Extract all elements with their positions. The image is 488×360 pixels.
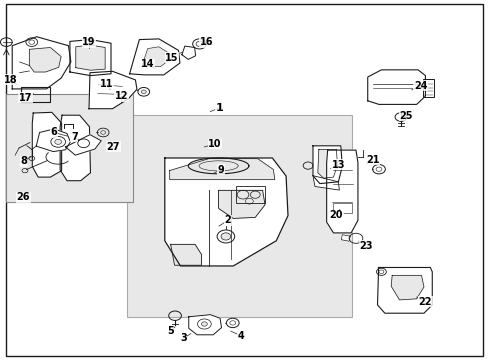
Polygon shape [142, 47, 170, 67]
Polygon shape [341, 235, 349, 241]
Text: 8: 8 [20, 156, 27, 166]
Bar [235, 186, 264, 203]
Polygon shape [182, 46, 195, 59]
Text: 20: 20 [329, 210, 343, 220]
Text: 15: 15 [165, 53, 179, 63]
Circle shape [201, 322, 207, 326]
Text: 14: 14 [141, 59, 154, 69]
Text: 4: 4 [237, 330, 244, 341]
Polygon shape [326, 150, 357, 233]
Polygon shape [65, 135, 101, 155]
Polygon shape [169, 159, 274, 180]
Text: 17: 17 [19, 93, 32, 103]
Polygon shape [29, 48, 61, 72]
Polygon shape [218, 190, 264, 219]
Polygon shape [367, 70, 425, 104]
Circle shape [221, 233, 230, 240]
Bar [6, 94, 133, 202]
Text: 13: 13 [331, 160, 345, 170]
Text: 16: 16 [199, 37, 213, 48]
Polygon shape [312, 146, 342, 184]
Polygon shape [70, 40, 111, 76]
Bar [333, 203, 351, 213]
Text: 12: 12 [114, 91, 128, 102]
Text: 26: 26 [17, 192, 30, 202]
Text: 22: 22 [418, 297, 431, 307]
Circle shape [141, 90, 146, 94]
Polygon shape [89, 71, 137, 109]
Text: 24: 24 [413, 81, 427, 91]
Text: 5: 5 [166, 326, 173, 336]
Polygon shape [60, 115, 90, 181]
Text: 2: 2 [224, 215, 231, 225]
Polygon shape [12, 37, 71, 89]
Text: 3: 3 [180, 333, 186, 343]
Text: 9: 9 [217, 165, 224, 175]
Text: 1: 1 [215, 103, 223, 113]
Text: 23: 23 [358, 240, 372, 251]
Polygon shape [188, 315, 221, 335]
Polygon shape [312, 176, 339, 190]
Text: 19: 19 [82, 37, 96, 48]
Polygon shape [377, 267, 431, 313]
Text: 25: 25 [398, 111, 412, 121]
Text: 21: 21 [365, 155, 379, 165]
Text: 10: 10 [208, 139, 222, 149]
Text: 27: 27 [106, 142, 120, 152]
Text: 7: 7 [71, 132, 78, 142]
Polygon shape [36, 129, 70, 152]
Circle shape [101, 131, 105, 134]
Text: 6: 6 [50, 127, 57, 138]
Bar [422, 79, 433, 97]
Polygon shape [32, 112, 61, 177]
Text: 11: 11 [100, 78, 113, 89]
Polygon shape [164, 158, 287, 266]
Circle shape [55, 139, 61, 144]
Bar [127, 115, 351, 317]
Polygon shape [390, 275, 423, 300]
Polygon shape [129, 39, 180, 75]
Polygon shape [76, 45, 105, 70]
Polygon shape [170, 244, 201, 265]
Text: 18: 18 [4, 75, 18, 85]
Polygon shape [317, 149, 337, 178]
Bar [21, 87, 50, 102]
